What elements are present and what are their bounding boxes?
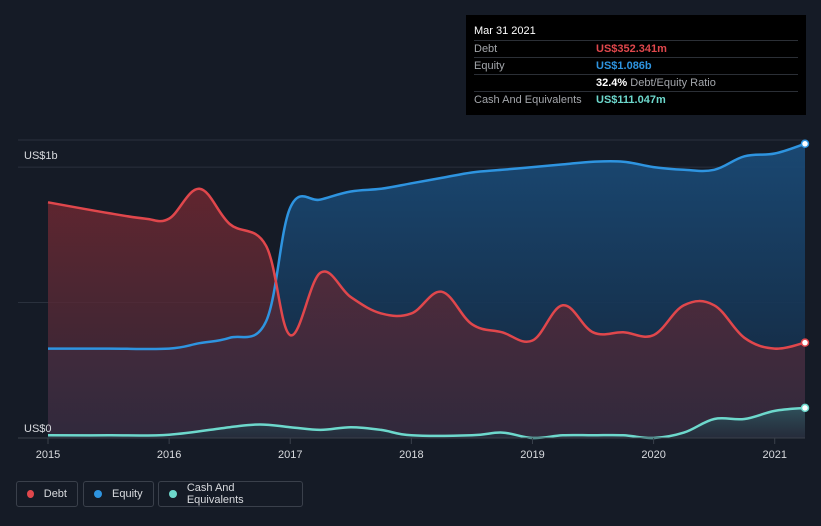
tooltip-row-cash: Cash And Equivalents US$111.047m [474,91,798,108]
x-tick-label-2019: 2019 [520,449,544,461]
tooltip-equity-value: US$1.086b [596,60,652,72]
debt-line [47,187,806,350]
y-tick-label-top: US$1b [24,150,58,162]
cash-and-equivalents-end-marker[interactable] [800,403,810,413]
tooltip-debt-value: US$352.341m [596,43,667,55]
x-tick-label-2018: 2018 [399,449,423,461]
equity-end-marker[interactable] [800,139,810,149]
tooltip-ratio-number: 32.4% [596,77,628,89]
tooltip-row-debt: Debt US$352.341m [474,40,798,57]
legend-debt-label: Debt [43,488,67,500]
equity-line [48,142,806,351]
tooltip-date: Mar 31 2021 [474,25,536,37]
legend-equity-label: Equity [112,488,143,500]
legend-item-debt[interactable]: Debt [16,481,78,507]
tooltip-panel: Mar 31 2021 Debt US$352.341m Equity US$1… [466,15,806,115]
tooltip-row-ratio: 32.4% Debt/Equity Ratio [474,74,798,91]
x-tick-label-2016: 2016 [157,449,181,461]
tooltip-cash-value: US$111.047m [596,94,666,106]
legend-item-equity[interactable]: Equity [83,481,154,507]
tooltip-ratio-label [474,75,596,91]
y-tick-label-zero: US$0 [24,423,52,435]
tooltip-debt-label: Debt [474,43,498,55]
debt-area [48,188,805,438]
tooltip-ratio-value: 32.4% Debt/Equity Ratio [596,75,716,91]
legend-item-cash[interactable]: Cash And Equivalents [158,481,303,507]
debt-end-marker[interactable] [800,338,810,347]
tooltip-row-equity: Equity US$1.086b [474,57,798,74]
x-tick-label-2021: 2021 [762,449,786,461]
x-tick-label-2020: 2020 [641,449,665,461]
tooltip-cash-label: Cash And Equivalents [474,94,582,106]
cash-and-equivalents-area [48,407,805,439]
tooltip-equity-label: Equity [474,60,505,72]
legend-cash-label: Cash And Equivalents [186,482,244,506]
legend-equity-swatch [94,490,102,498]
tooltip-ratio-suffix: Debt/Equity Ratio [630,77,716,89]
cash-and-equivalents-line [47,406,806,440]
legend-cash-swatch [169,490,177,498]
legend-debt-swatch [27,490,34,498]
x-tick-label-2017: 2017 [278,449,302,461]
x-tick-label-2015: 2015 [36,449,60,461]
